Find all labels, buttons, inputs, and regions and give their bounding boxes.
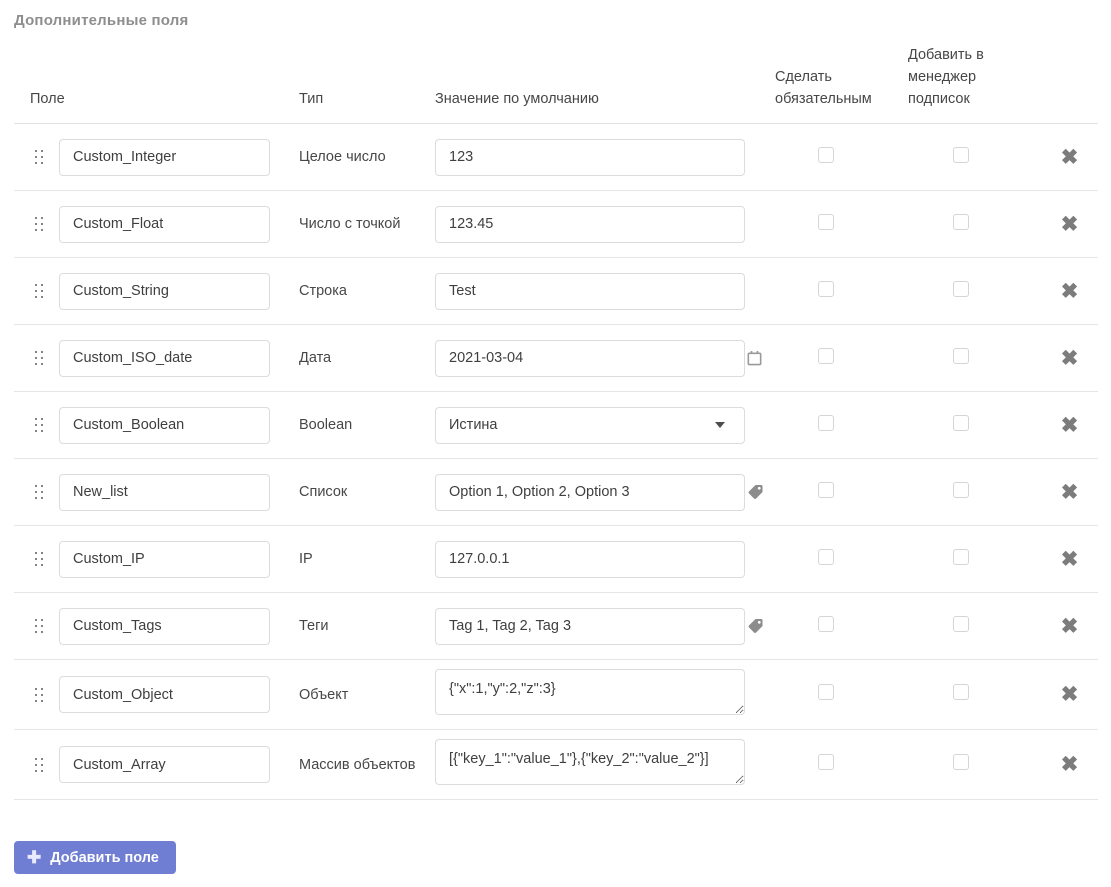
page-title: Дополнительные поля: [14, 12, 189, 29]
header-subscription: Добавить в менеджер подписок: [908, 47, 984, 107]
subscription-checkbox[interactable]: [953, 548, 969, 565]
required-checkbox[interactable]: [818, 548, 834, 565]
field-type-label: Число с точкой: [299, 216, 401, 232]
subscription-checkbox[interactable]: [953, 347, 969, 364]
field-type-label: Объект: [299, 686, 349, 703]
field-name-input[interactable]: [59, 272, 270, 310]
table-row: Целое число ✖: [14, 124, 1098, 191]
default-value-date-input[interactable]: [435, 339, 745, 377]
subscription-checkbox[interactable]: [953, 280, 969, 297]
plus-icon: ✚: [27, 848, 42, 867]
field-name-input[interactable]: [59, 676, 270, 713]
table-row: Дата ✖: [14, 325, 1098, 392]
drag-handle-icon[interactable]: [35, 351, 43, 365]
subscription-checkbox[interactable]: [953, 481, 969, 498]
default-value-list-input[interactable]: [435, 473, 745, 511]
subscription-checkbox[interactable]: [953, 615, 969, 632]
default-value-input[interactable]: [435, 205, 745, 243]
table-row: Число с точкой ✖: [14, 191, 1098, 258]
field-name-input[interactable]: [59, 406, 270, 444]
delete-x-icon[interactable]: ✖: [1060, 346, 1079, 370]
table-row: Список ✖: [14, 459, 1098, 526]
required-checkbox[interactable]: [818, 414, 834, 431]
subscription-checkbox[interactable]: [953, 213, 969, 230]
table-row: Строка ✖: [14, 258, 1098, 325]
drag-handle-icon[interactable]: [35, 687, 43, 702]
drag-handle-icon[interactable]: [35, 485, 43, 499]
field-name-input[interactable]: [59, 473, 270, 511]
delete-x-icon[interactable]: ✖: [1060, 480, 1079, 504]
drag-handle-icon[interactable]: [35, 150, 43, 164]
required-checkbox[interactable]: [818, 280, 834, 297]
drag-handle-icon[interactable]: [35, 418, 43, 432]
field-type-label: Список: [299, 484, 348, 500]
field-name-input[interactable]: [59, 138, 270, 176]
drag-handle-icon[interactable]: [35, 757, 43, 772]
header-default-value: Значение по умолчанию: [435, 91, 599, 107]
delete-x-icon[interactable]: ✖: [1060, 753, 1079, 776]
field-name-input[interactable]: [59, 540, 270, 578]
default-value-select[interactable]: Истина: [435, 406, 745, 444]
subscription-checkbox[interactable]: [953, 414, 969, 431]
field-name-input[interactable]: [59, 205, 270, 243]
header-type: Тип: [299, 91, 324, 107]
default-value-input[interactable]: [435, 540, 745, 578]
default-value-input[interactable]: [435, 138, 745, 176]
default-value-input[interactable]: [435, 272, 745, 310]
header-field: Поле: [30, 91, 65, 107]
tag-icon: [748, 484, 763, 500]
table-row: Объект {"x":1,"y":2,"z":3} ✖: [14, 660, 1098, 730]
drag-handle-icon[interactable]: [35, 284, 43, 298]
field-name-input[interactable]: [59, 339, 270, 377]
delete-x-icon[interactable]: ✖: [1060, 683, 1079, 706]
caret-down-icon: [715, 422, 725, 428]
field-type-label: Boolean: [299, 417, 353, 433]
subscription-checkbox[interactable]: [953, 146, 969, 163]
tag-icon: [748, 618, 763, 634]
calendar-icon: [746, 350, 763, 367]
required-checkbox[interactable]: [818, 754, 834, 770]
delete-x-icon[interactable]: ✖: [1060, 413, 1079, 437]
table-header-row: Поле Тип Значение по умолчанию Сделать о…: [14, 35, 1098, 124]
delete-x-icon[interactable]: ✖: [1060, 547, 1079, 571]
field-type-label: Целое число: [299, 149, 386, 165]
table-row: IP ✖: [14, 526, 1098, 593]
add-field-button-label: Добавить поле: [50, 849, 159, 866]
drag-handle-icon[interactable]: [35, 552, 43, 566]
header-required: Сделать обязательным: [775, 69, 872, 107]
custom-fields-table: Поле Тип Значение по умолчанию Сделать о…: [14, 35, 1098, 800]
table-row: Массив объектов [{"key_1":"value_1"},{"k…: [14, 730, 1098, 800]
field-type-label: Теги: [299, 618, 329, 634]
default-value-tags-input[interactable]: [435, 607, 745, 645]
required-checkbox[interactable]: [818, 481, 834, 498]
required-checkbox[interactable]: [818, 213, 834, 230]
delete-x-icon[interactable]: ✖: [1060, 145, 1079, 169]
table-row: Boolean Истина ✖: [14, 392, 1098, 459]
field-type-label: Строка: [299, 283, 347, 299]
delete-x-icon[interactable]: ✖: [1060, 212, 1079, 236]
field-name-input[interactable]: [59, 607, 270, 645]
default-value-textarea[interactable]: [{"key_1":"value_1"},{"key_2":"value_2"}…: [435, 739, 745, 785]
field-type-label: Дата: [299, 350, 332, 366]
required-checkbox[interactable]: [818, 684, 834, 700]
delete-x-icon[interactable]: ✖: [1060, 279, 1079, 303]
subscription-checkbox[interactable]: [953, 754, 969, 770]
drag-handle-icon[interactable]: [35, 619, 43, 633]
add-field-button[interactable]: ✚ Добавить поле: [14, 841, 176, 874]
field-name-input[interactable]: [59, 746, 270, 783]
drag-handle-icon[interactable]: [35, 217, 43, 231]
table-row: Теги ✖: [14, 593, 1098, 660]
subscription-checkbox[interactable]: [953, 684, 969, 700]
default-value-textarea[interactable]: {"x":1,"y":2,"z":3}: [435, 669, 745, 715]
delete-x-icon[interactable]: ✖: [1060, 614, 1079, 638]
field-type-label: IP: [299, 551, 313, 567]
required-checkbox[interactable]: [818, 347, 834, 364]
field-type-label: Массив объектов: [299, 756, 416, 773]
required-checkbox[interactable]: [818, 146, 834, 163]
required-checkbox[interactable]: [818, 615, 834, 632]
select-value: Истина: [449, 417, 498, 433]
